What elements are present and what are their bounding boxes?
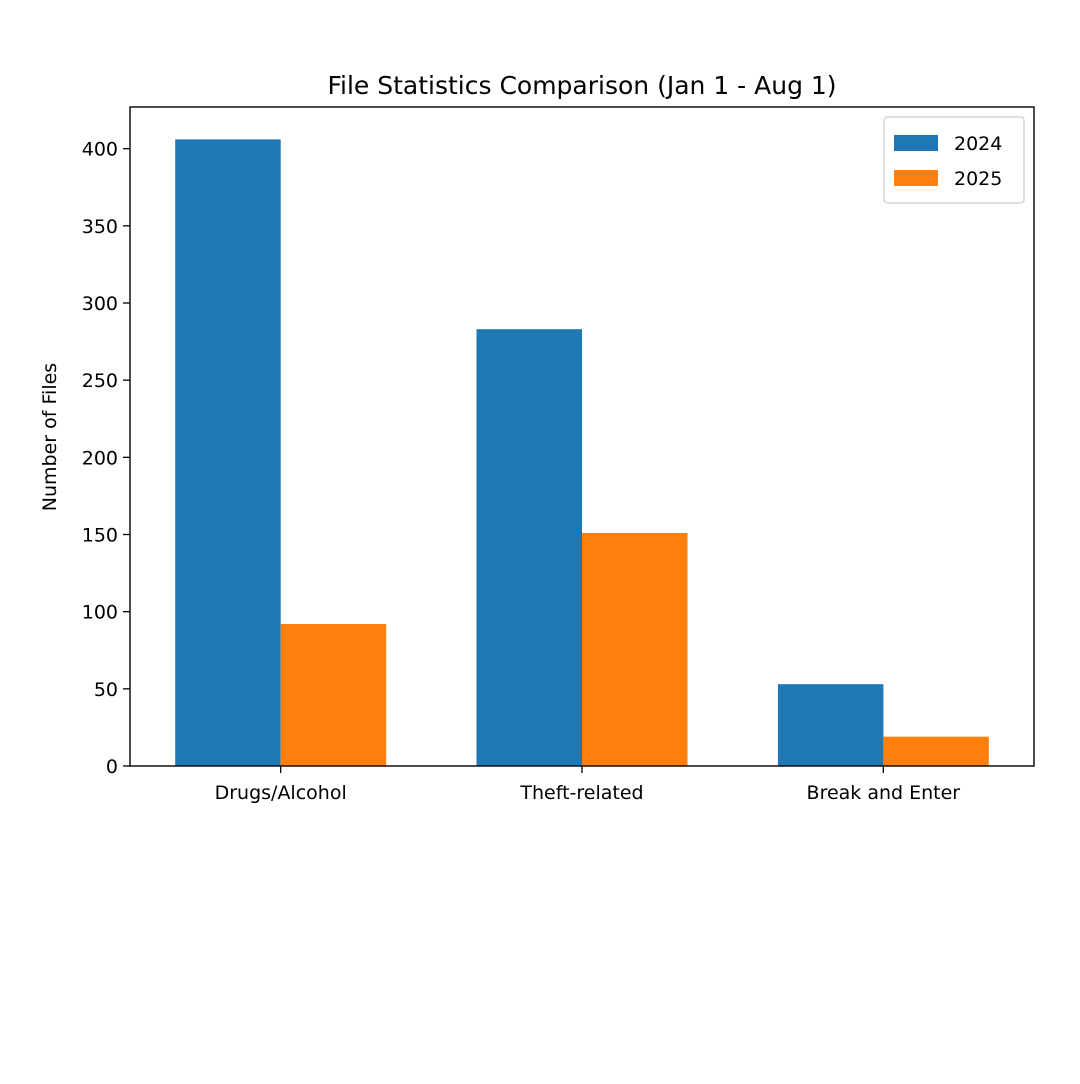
y-tick-label: 200 — [82, 447, 118, 469]
y-tick-label: 0 — [106, 756, 118, 778]
legend-label-2025: 2025 — [954, 168, 1002, 190]
bar-2025-1 — [582, 533, 688, 766]
y-tick-label: 350 — [82, 216, 118, 238]
bar-2025-0 — [280, 624, 387, 766]
y-tick-label: 50 — [94, 679, 118, 701]
legend-swatch-2025 — [894, 170, 938, 186]
bar-2024-2 — [777, 684, 884, 766]
plot-area: 0 50 100 150 200 250 300 350 400 Drugs/Alcohol The… — [82, 106, 1035, 804]
y-tick-label: 400 — [82, 139, 118, 161]
y-tick-label: 250 — [82, 370, 118, 392]
bar-2024-0 — [175, 139, 281, 766]
x-tick-label: Break and Enter — [807, 782, 961, 804]
y-axis-label: Number of Files — [39, 363, 61, 511]
legend-swatch-2024 — [894, 135, 938, 151]
y-tick-label: 100 — [82, 602, 118, 624]
y-tick-label: 150 — [82, 525, 118, 547]
legend-box — [883, 116, 1025, 204]
legend: 2024 2025 — [883, 116, 1025, 204]
y-tick-label: 300 — [82, 293, 118, 315]
x-tick-label: Drugs/Alcohol — [215, 782, 347, 804]
chart-title: File Statistics Comparison (Jan 1 - Aug … — [327, 71, 836, 100]
x-tick-label: Theft-related — [519, 782, 643, 804]
legend-label-2024: 2024 — [954, 133, 1002, 155]
bar-2025-2 — [883, 736, 989, 766]
bar-2024-1 — [476, 329, 582, 766]
